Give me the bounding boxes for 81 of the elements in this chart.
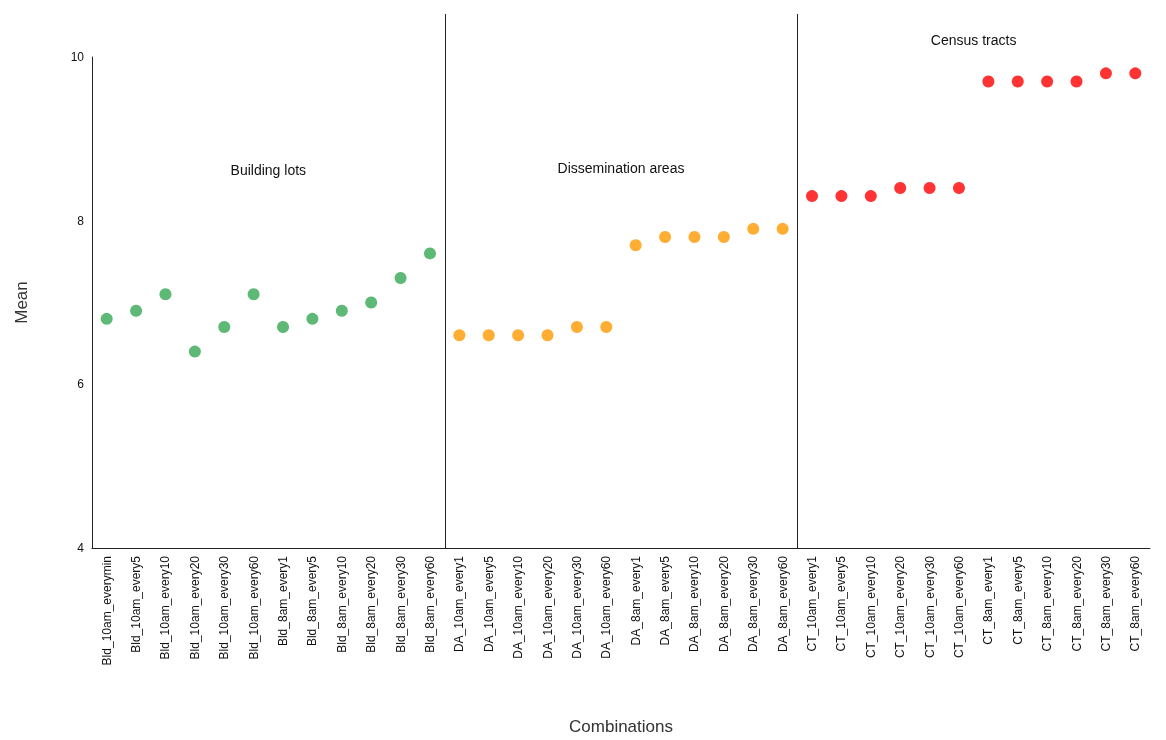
point [570, 321, 583, 334]
x-tick-label: Bld_10am_every60 [246, 555, 261, 660]
x-tick-label: CT_8am_every30 [1098, 555, 1113, 652]
text: Census tracts [930, 32, 1017, 48]
x-tick-label: Bld_10am_everymin [99, 556, 114, 666]
point [100, 312, 113, 325]
point [306, 312, 319, 325]
annotation: Dissemination areas [557, 160, 685, 176]
y-axis-title: Mean [12, 281, 31, 324]
x-tick-label: Bld_8am_every20 [364, 555, 379, 653]
x-tick-label: DA_10am_every30 [569, 555, 584, 659]
point [365, 296, 378, 309]
point [747, 222, 760, 235]
y-tick-label: 4 [77, 541, 85, 555]
point [1070, 75, 1083, 88]
x-tick-label: Bld_8am_every30 [393, 555, 408, 653]
x-tick-label: CT_8am_every5 [1010, 555, 1025, 645]
point [335, 304, 348, 317]
point [1129, 67, 1142, 80]
x-tick-label: Bld_8am_every10 [334, 555, 349, 653]
point [130, 304, 143, 317]
point [835, 190, 848, 203]
x-tick-label: CT_8am_every1 [981, 555, 996, 645]
x-tick-label: DA_10am_every20 [540, 555, 555, 659]
annotation: Building lots [230, 162, 307, 178]
point [894, 181, 907, 194]
point [688, 231, 701, 244]
x-tick-label: DA_10am_every10 [511, 555, 526, 659]
point [1011, 75, 1024, 88]
y-tick-label: 8 [77, 213, 85, 228]
x-tick-label: CT_10am_every5 [834, 555, 849, 652]
point [277, 321, 290, 334]
x-tick-label: Bld_10am_every5 [129, 555, 144, 653]
x-tick-label: CT_10am_every20 [893, 555, 908, 659]
point [188, 345, 201, 358]
point [629, 239, 642, 252]
x-tick-label: Bld_10am_every20 [187, 555, 202, 660]
point [394, 271, 407, 284]
x-tick-label: DA_8am_every5 [658, 555, 673, 646]
point [776, 222, 789, 235]
point [1041, 75, 1054, 88]
x-tick-label: CT_8am_every20 [1069, 555, 1084, 652]
x-tick-label: DA_8am_every60 [775, 555, 790, 653]
point [864, 190, 877, 203]
point [952, 181, 965, 194]
x-tick-label: Bld_10am_every30 [217, 555, 232, 660]
point [247, 288, 260, 301]
x-tick-label: DA_10am_every1 [452, 555, 467, 653]
x-tick-label: Bld_8am_every60 [422, 555, 437, 653]
point [600, 321, 613, 334]
x-tick-label: Bld_8am_every1 [276, 555, 291, 647]
x-tick-label: DA_8am_every1 [628, 555, 643, 646]
point [512, 329, 525, 342]
point [482, 329, 495, 342]
point [159, 288, 172, 301]
x-tick-label: DA_8am_every10 [687, 555, 702, 653]
point [923, 181, 936, 194]
y-tick-label: 6 [77, 377, 85, 392]
point [423, 247, 436, 260]
x-tick-label: CT_10am_every60 [951, 555, 966, 659]
x-tick-label: DA_8am_every30 [746, 555, 761, 653]
point [453, 329, 466, 342]
point [982, 75, 995, 88]
x-tick-label: CT_10am_every10 [863, 555, 878, 659]
point [541, 329, 554, 342]
x-tick-label: DA_8am_every20 [716, 555, 731, 653]
point [717, 231, 730, 244]
x-tick-label: CT_10am_every1 [805, 555, 820, 652]
x-axis-title: Combinations [569, 717, 673, 736]
y-tick-label: 10 [70, 50, 85, 64]
x-tick-label: CT_8am_every10 [1040, 555, 1055, 652]
point [806, 190, 819, 203]
point [218, 321, 231, 334]
point [659, 231, 672, 244]
x-tick-label: Bld_10am_every10 [158, 555, 173, 660]
x-tick-label: DA_10am_every60 [599, 555, 614, 659]
point [1099, 67, 1112, 80]
x-tick-label: DA_10am_every5 [481, 555, 496, 653]
x-tick-label: Bld_8am_every5 [305, 555, 320, 647]
x-tick-label: CT_8am_every60 [1128, 555, 1143, 652]
x-tick-label: CT_10am_every30 [922, 555, 937, 659]
